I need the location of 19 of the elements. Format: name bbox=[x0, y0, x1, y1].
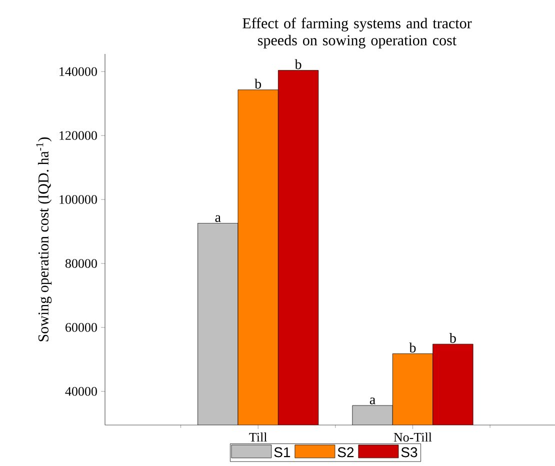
legend-label: S2 bbox=[338, 447, 354, 458]
annotation: a bbox=[370, 398, 376, 404]
annotation: a bbox=[215, 215, 221, 222]
legend-label: S3 bbox=[401, 447, 418, 458]
x-tick-label: Till bbox=[249, 432, 268, 442]
y-tick-label: 80000 bbox=[65, 259, 97, 268]
x-tick-label: No-Till bbox=[394, 432, 432, 442]
y-tick-label: 40000 bbox=[65, 387, 97, 396]
y-tick-label: 140000 bbox=[60, 67, 97, 76]
annotation: b bbox=[449, 333, 456, 343]
annotation: b bbox=[254, 78, 262, 89]
legend-label: S1 bbox=[274, 447, 290, 458]
y-axis-title: Sowing operation cost (IQD. ha$^{-1}$) bbox=[36, 137, 52, 342]
annotation: b bbox=[294, 59, 302, 70]
y-tick-label: 60000 bbox=[66, 323, 97, 332]
y-tick-label: 120000 bbox=[60, 131, 97, 140]
annotation: b bbox=[409, 342, 416, 352]
y-tick-label: 100000 bbox=[60, 195, 97, 204]
chart-title: Effect of farming systems and tractor speeds on sowing operation cost bbox=[242, 18, 472, 48]
